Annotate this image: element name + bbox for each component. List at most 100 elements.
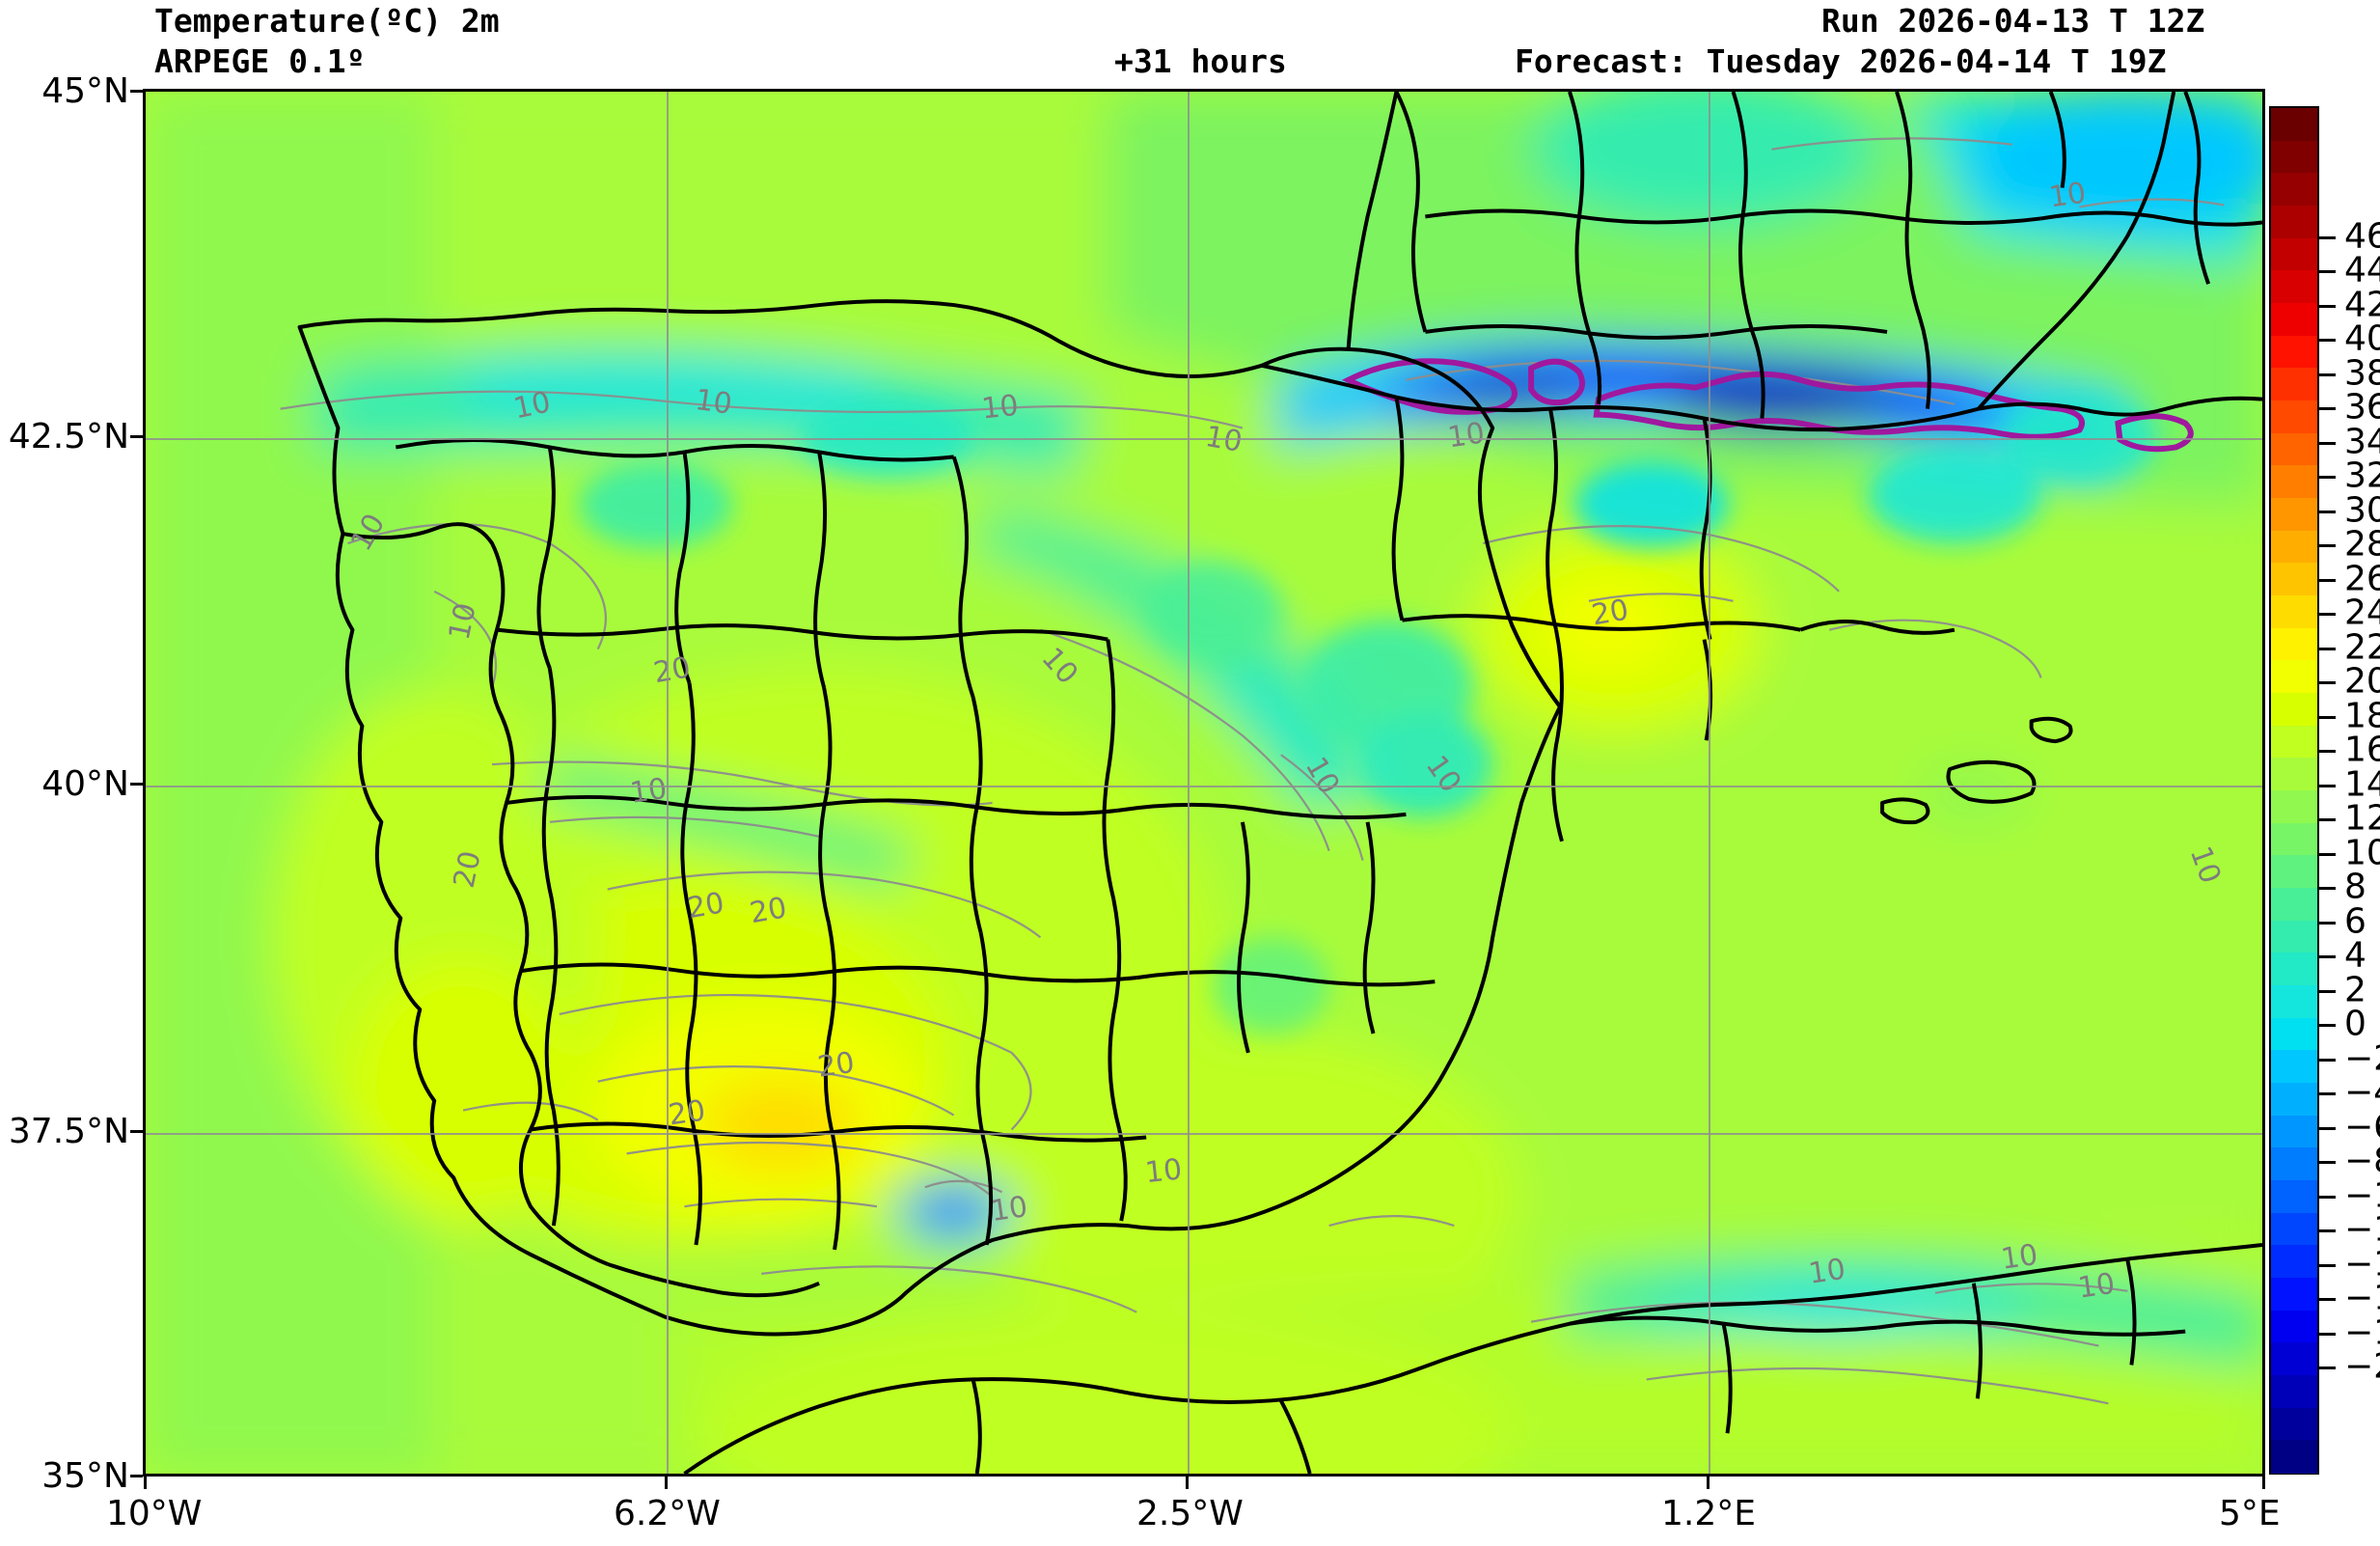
colorbar-segment — [2271, 758, 2317, 791]
colorbar-tick-label: 8 — [2344, 867, 2366, 907]
colorbar-tick-label: 22 — [2344, 627, 2380, 668]
colorbar-tick — [2319, 1058, 2336, 1062]
colorbar-segment — [2271, 985, 2317, 1019]
colorbar-segment — [2271, 1017, 2317, 1052]
colorbar-tick-label: 32 — [2344, 456, 2380, 496]
colorbar-segment — [2271, 1375, 2317, 1409]
colorbar-segment — [2271, 237, 2317, 272]
colorbar-segment — [2271, 1115, 2317, 1149]
graticule-longitude-6-2w — [667, 92, 669, 1474]
colorbar-tick-label: 40 — [2344, 318, 2380, 359]
y-label-35n: 35°N — [41, 1456, 129, 1496]
y-tick-37-5n — [130, 1130, 143, 1133]
colorbar-tick — [2319, 270, 2336, 274]
colorbar-tick-label: −6 — [2344, 1107, 2380, 1147]
colorbar-segment — [2271, 530, 2317, 565]
colorbar-tick — [2319, 407, 2336, 411]
svg-text:20: 20 — [815, 1046, 857, 1085]
temperature-field-svg: 10 10 10 10 10 10 10 10 10 10 10 10 10 1… — [146, 92, 2262, 1474]
colorbar-tick — [2319, 510, 2336, 513]
colorbar-tick — [2319, 578, 2336, 582]
colorbar-tick — [2319, 681, 2336, 685]
colorbar-tick — [2319, 304, 2336, 308]
colorbar-tick-label: 46 — [2344, 216, 2380, 257]
colorbar-segment — [2271, 303, 2317, 337]
y-label-42-5n: 42.5°N — [8, 417, 129, 456]
x-label-10w: 10°W — [106, 1494, 203, 1533]
colorbar-segment — [2271, 270, 2317, 304]
colorbar-tick — [2319, 476, 2336, 480]
colorbar-segment — [2271, 660, 2317, 694]
colorbar-tick — [2319, 750, 2336, 754]
colorbar[interactable] — [2269, 106, 2319, 1475]
colorbar-tick-label: −16 — [2344, 1278, 2380, 1318]
header-run-time: Run 2026-04-13 T 12Z — [1821, 2, 2205, 40]
colorbar-tick — [2319, 1229, 2336, 1233]
colorbar-tick-label: 4 — [2344, 935, 2366, 976]
y-label-45n: 45°N — [41, 71, 129, 111]
colorbar-segment — [2271, 1342, 2317, 1376]
colorbar-segment — [2271, 1050, 2317, 1084]
colorbar-segment — [2271, 140, 2317, 175]
colorbar-segment — [2271, 627, 2317, 662]
colorbar-segment — [2271, 108, 2317, 142]
colorbar-tick — [2319, 1195, 2336, 1199]
svg-text:10: 10 — [2047, 176, 2089, 214]
y-tick-42-5n — [130, 435, 143, 438]
colorbar-segment — [2271, 1310, 2317, 1344]
colorbar-tick-label: 6 — [2344, 901, 2366, 942]
svg-text:20: 20 — [685, 886, 727, 925]
x-tick-6-2w — [665, 1477, 668, 1489]
colorbar-segment — [2271, 1180, 2317, 1214]
temperature-field: 10 10 10 10 10 10 10 10 10 10 10 10 10 1… — [146, 92, 2262, 1474]
colorbar-tick — [2319, 818, 2336, 822]
colorbar-tick-label: 12 — [2344, 798, 2380, 839]
colorbar-tick-label: −10 — [2344, 1175, 2380, 1216]
colorbar-ticks: 46 44 42 40 38 36 34 32 30 28 26 24 22 20 18 16 14 12 10 8 6… — [2269, 106, 2380, 1475]
colorbar-tick — [2319, 544, 2336, 548]
colorbar-tick — [2319, 1161, 2336, 1165]
colorbar-segment — [2271, 1212, 2317, 1247]
colorbar-tick-label: 16 — [2344, 730, 2380, 770]
svg-text:10: 10 — [510, 385, 553, 426]
colorbar-segment — [2271, 1278, 2317, 1311]
colorbar-segment — [2271, 335, 2317, 370]
svg-text:20: 20 — [448, 848, 488, 891]
graticule-latitude-40n — [146, 786, 2262, 787]
colorbar-tick-label: 34 — [2344, 422, 2380, 462]
colorbar-tick-label: 14 — [2344, 764, 2380, 805]
colorbar-tick-label: −12 — [2344, 1209, 2380, 1250]
colorbar-tick-label: 2 — [2344, 970, 2366, 1010]
colorbar-segment — [2271, 1245, 2317, 1279]
svg-text:20: 20 — [748, 891, 790, 930]
colorbar-tick-label: 0 — [2344, 1004, 2366, 1044]
colorbar-tick-label: 26 — [2344, 559, 2380, 599]
colorbar-tick — [2319, 373, 2336, 376]
colorbar-tick — [2319, 1298, 2336, 1302]
colorbar-tick-label: 10 — [2344, 833, 2380, 873]
header-forecast-time: Forecast: Tuesday 2026-04-14 T 19Z — [1515, 42, 2167, 80]
colorbar-segment — [2271, 1083, 2317, 1117]
colorbar-segment — [2271, 855, 2317, 889]
colorbar-tick — [2319, 784, 2336, 787]
y-tick-40n — [130, 783, 143, 786]
colorbar-segment — [2271, 465, 2317, 499]
colorbar-segment — [2271, 952, 2317, 986]
colorbar-segment — [2271, 368, 2317, 401]
colorbar-tick-label: −20 — [2344, 1346, 2380, 1387]
svg-text:10: 10 — [989, 1190, 1030, 1229]
y-tick-45n — [130, 90, 143, 93]
svg-text:20: 20 — [667, 1094, 708, 1133]
colorbar-tick — [2319, 1024, 2336, 1028]
colorbar-tick — [2319, 1092, 2336, 1096]
colorbar-tick — [2319, 1332, 2336, 1336]
colorbar-segment — [2271, 432, 2317, 467]
svg-text:10: 10 — [628, 772, 670, 811]
x-label-2-5w: 2.5°W — [1136, 1494, 1244, 1533]
svg-text:10: 10 — [2076, 1267, 2118, 1306]
colorbar-segment — [2271, 595, 2317, 629]
x-tick-2-5w — [1186, 1477, 1189, 1489]
colorbar-tick — [2319, 339, 2336, 343]
map-plot-area[interactable]: 10 10 10 10 10 10 10 10 10 10 10 10 10 1… — [143, 89, 2265, 1477]
svg-text:10: 10 — [693, 383, 734, 422]
